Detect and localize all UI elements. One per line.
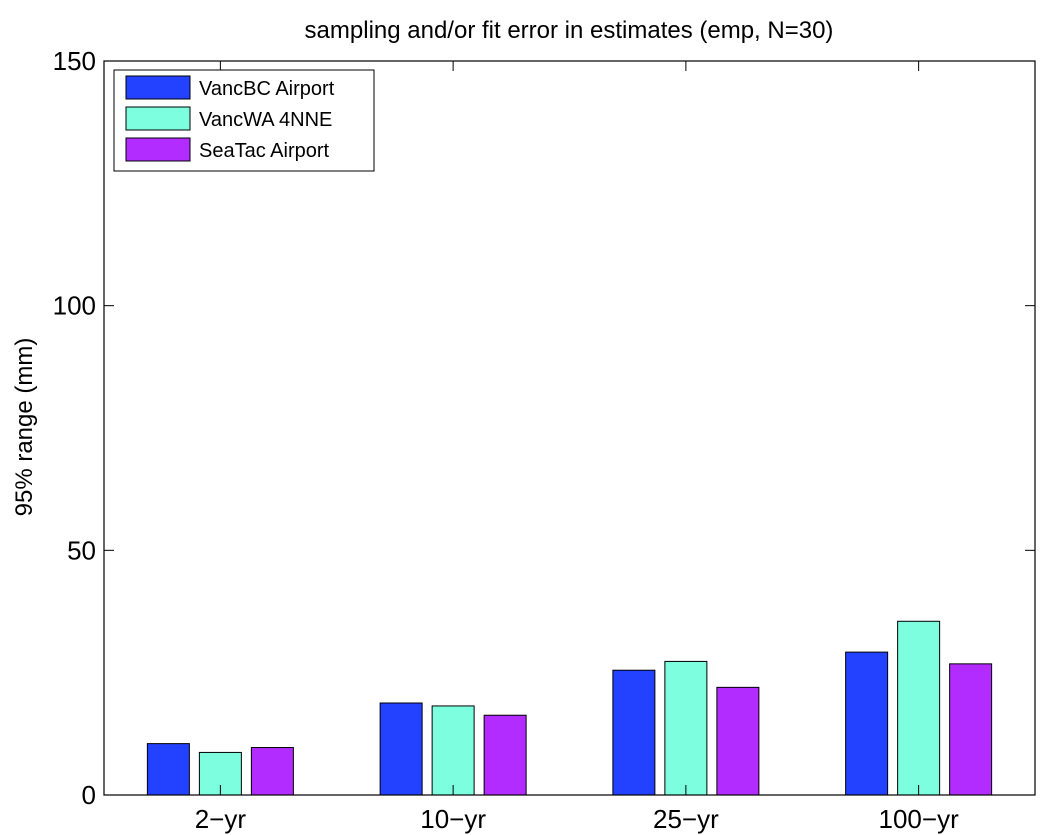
legend-label: VancBC Airport bbox=[199, 78, 335, 100]
y-tick-label: 150 bbox=[53, 46, 96, 76]
y-tick-label: 100 bbox=[53, 291, 96, 321]
x-tick-label: 25−yr bbox=[653, 804, 719, 834]
x-tick-label: 10−yr bbox=[420, 804, 486, 834]
legend-swatch bbox=[125, 106, 191, 131]
bar-seatac-airport-0 bbox=[250, 747, 294, 796]
legend-label: VancWA 4NNE bbox=[199, 109, 332, 131]
legend-swatch bbox=[125, 137, 191, 162]
bar-seatac-airport-3 bbox=[949, 663, 993, 796]
bars-group bbox=[146, 620, 993, 796]
y-tick-label: 0 bbox=[82, 780, 96, 810]
bar-seatac-airport-1 bbox=[483, 714, 527, 796]
bar-vancbc-airport-1 bbox=[379, 702, 423, 796]
plot-area-frame bbox=[103, 60, 1036, 796]
bar-vancbc-airport-0 bbox=[146, 743, 190, 796]
legend: VancBC Airport VancWA 4NNE SeaTac Airport bbox=[113, 69, 375, 172]
y-axis-label: 95% range (mm) bbox=[11, 338, 38, 517]
axis-ticks-group: 0 50 100 150 2−yr 10−yr 25−yr 100−yr bbox=[53, 46, 1035, 834]
x-tick-label: 2−yr bbox=[195, 804, 247, 834]
bar-seatac-airport-2 bbox=[716, 686, 760, 796]
bar-vancwa-4nne-1 bbox=[431, 705, 475, 796]
bar-vancbc-airport-3 bbox=[845, 651, 889, 796]
legend-label: SeaTac Airport bbox=[199, 140, 330, 162]
chart-title: sampling and/or fit error in estimates (… bbox=[305, 17, 834, 44]
x-tick-label: 100−yr bbox=[879, 804, 960, 834]
bar-vancwa-4nne-3 bbox=[897, 620, 941, 796]
y-tick-label: 50 bbox=[67, 535, 96, 565]
bar-vancwa-4nne-2 bbox=[664, 660, 708, 796]
bar-vancbc-airport-2 bbox=[612, 669, 656, 796]
legend-swatch bbox=[125, 75, 191, 100]
